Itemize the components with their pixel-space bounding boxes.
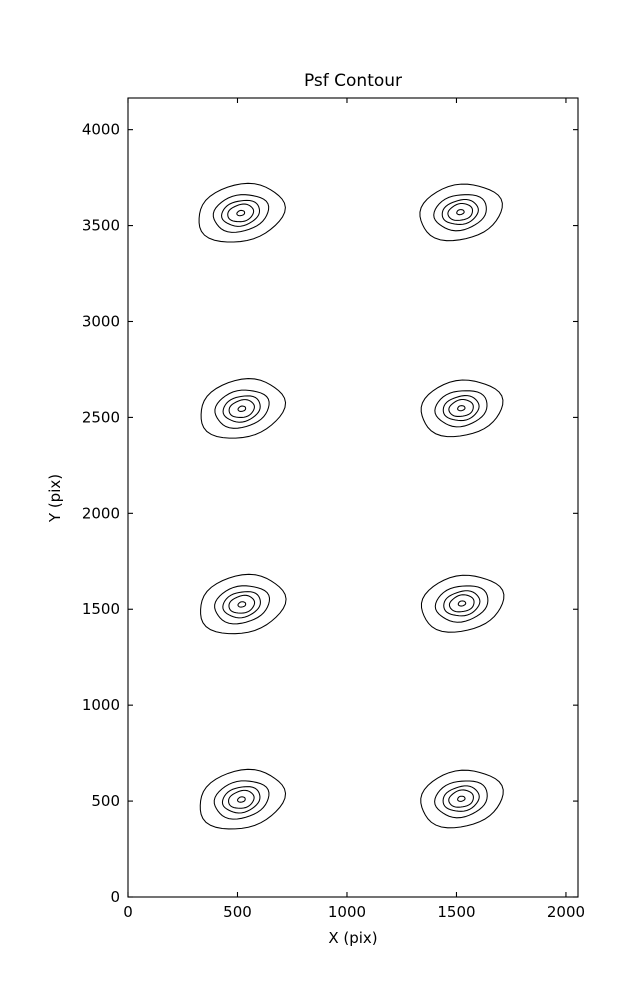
y-tick-label: 4000	[82, 121, 120, 139]
x-tick-label: 1000	[328, 903, 366, 921]
contour-ring-level-2	[214, 585, 271, 625]
contour-ring-level-4	[448, 398, 474, 417]
axis-ticks: 0 500 1000 1500 2000 0 500 1000 1500 2000 2500 3000…	[82, 98, 585, 921]
contour-ring-level-3	[443, 590, 481, 617]
y-tick-label: 500	[91, 792, 120, 810]
contour-ring-level-5	[457, 600, 467, 607]
psf-r4-c2	[420, 769, 504, 829]
psf-r1-c1	[198, 182, 286, 243]
contour-ring-level-3	[221, 786, 261, 814]
contour-series	[198, 182, 505, 830]
contour-ring-level-4	[227, 203, 255, 223]
y-tick-label: 1000	[82, 696, 120, 714]
psf-r1-c2	[419, 183, 503, 242]
contour-ring-level-4	[448, 789, 474, 808]
contour-ring-level-2	[213, 780, 270, 820]
contour-ring-level-1	[200, 378, 287, 439]
contour-ring-level-1	[199, 768, 287, 830]
contour-ring-level-2	[212, 194, 270, 233]
contour-ring-level-1	[420, 379, 504, 438]
contour-ring-level-2	[214, 389, 270, 429]
contour-ring-level-3	[222, 395, 261, 423]
contour-ring-level-5	[456, 209, 465, 216]
contour-ring-level-3	[221, 199, 261, 227]
page-title: Psf Contour	[304, 71, 402, 91]
contour-ring-level-4	[228, 399, 255, 418]
contour-ring-level-5	[237, 405, 247, 412]
contour-ring-level-3	[441, 198, 479, 225]
contour-ring-level-1	[420, 769, 504, 829]
psf-r2-c2	[420, 379, 504, 438]
y-tick-label: 3500	[82, 217, 120, 235]
contour-ring-level-2	[434, 780, 488, 819]
psf-r3-c2	[420, 574, 505, 633]
contour-ring-level-5	[457, 795, 466, 802]
x-axis-label: X (pix)	[328, 929, 377, 947]
contour-ring-level-4	[228, 789, 255, 809]
contour-ring-level-3	[222, 591, 261, 619]
contour-ring-level-5	[236, 209, 246, 217]
contour-ring-level-1	[200, 573, 287, 635]
contour-ring-level-2	[434, 585, 489, 623]
psf-r2-c1	[200, 378, 287, 439]
x-tick-label: 2000	[547, 903, 585, 921]
plot-frame	[127, 97, 579, 898]
x-tick-label: 1500	[437, 903, 475, 921]
contour-ring-level-3	[442, 785, 480, 812]
y-tick-label: 2500	[82, 408, 120, 426]
contour-ring-level-1	[420, 574, 505, 633]
contour-ring-level-2	[433, 194, 487, 232]
psf-r3-c1	[200, 573, 287, 635]
contour-ring-level-4	[228, 594, 256, 614]
y-tick-label: 2000	[82, 504, 120, 522]
psf-r4-c1	[199, 768, 287, 830]
contour-ring-level-2	[434, 390, 488, 428]
contour-ring-level-3	[442, 395, 480, 422]
contour-ring-level-5	[236, 796, 246, 803]
y-tick-label: 0	[110, 888, 120, 906]
contour-ring-level-5	[237, 601, 247, 608]
y-tick-label: 1500	[82, 600, 120, 618]
contour-ring-level-5	[457, 405, 466, 412]
y-tick-label: 3000	[82, 312, 120, 330]
x-tick-label: 500	[223, 903, 252, 921]
axes-frame	[127, 97, 579, 898]
contour-ring-level-4	[447, 202, 474, 221]
contour-ring-level-1	[419, 183, 503, 242]
x-tick-label: 0	[123, 903, 133, 921]
contour-ring-level-1	[198, 182, 286, 243]
y-axis-label: Y (pix)	[46, 474, 64, 523]
contour-ring-level-4	[448, 594, 475, 613]
